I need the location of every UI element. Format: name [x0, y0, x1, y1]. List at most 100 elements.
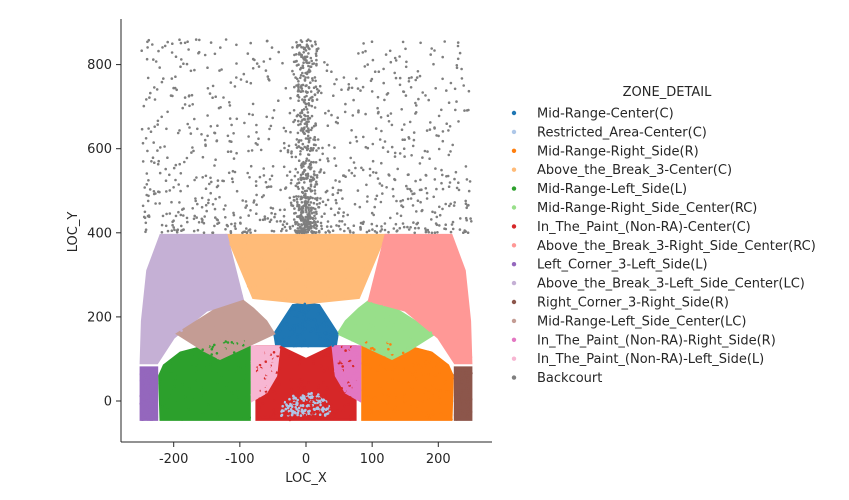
data-point — [142, 321, 145, 324]
data-point — [148, 303, 151, 307]
data-point — [163, 145, 166, 148]
data-point — [314, 207, 317, 211]
data-point — [211, 84, 215, 88]
data-point — [315, 58, 318, 62]
data-point — [445, 122, 449, 125]
data-point — [284, 245, 288, 248]
data-point — [421, 337, 425, 340]
data-point — [351, 114, 355, 117]
data-point — [398, 83, 402, 87]
data-point — [349, 400, 353, 404]
data-point — [419, 178, 422, 182]
data-point — [242, 320, 246, 323]
data-point — [297, 409, 300, 413]
x-axis-ticks: -200 -100 0 100 200 — [159, 442, 451, 467]
data-point — [379, 116, 383, 119]
data-point — [468, 374, 471, 377]
data-point — [154, 385, 157, 388]
data-point — [195, 216, 198, 219]
data-point — [390, 145, 394, 149]
data-point — [359, 89, 362, 92]
data-point — [386, 249, 390, 252]
data-point — [224, 369, 227, 373]
data-point — [211, 278, 215, 282]
data-point — [262, 236, 266, 239]
data-point — [408, 371, 412, 374]
data-point — [282, 165, 286, 169]
data-point — [314, 223, 318, 226]
data-point — [365, 254, 369, 258]
data-point — [159, 378, 162, 381]
data-point — [384, 310, 388, 313]
data-point — [266, 323, 270, 327]
data-point — [241, 199, 244, 202]
data-point — [263, 363, 267, 367]
data-point — [432, 195, 436, 199]
data-point — [387, 304, 390, 308]
data-point — [153, 402, 157, 406]
data-point — [294, 222, 297, 226]
data-point — [183, 103, 187, 106]
data-point — [254, 184, 258, 187]
data-point — [354, 363, 357, 367]
data-point — [229, 243, 232, 246]
data-point — [353, 371, 356, 375]
data-point — [398, 322, 401, 326]
data-point — [291, 412, 294, 416]
data-point — [445, 89, 448, 92]
data-point — [211, 250, 214, 254]
data-point — [197, 221, 201, 224]
data-point — [150, 396, 154, 400]
data-point — [358, 352, 361, 356]
data-point — [379, 288, 382, 292]
data-point — [141, 141, 145, 145]
data-point — [356, 332, 360, 335]
data-point — [255, 203, 258, 206]
data-point — [230, 123, 233, 127]
data-point — [139, 372, 143, 376]
data-point — [247, 149, 250, 153]
data-point — [456, 371, 459, 374]
data-point — [222, 208, 226, 211]
data-point — [462, 84, 466, 87]
data-point — [325, 225, 329, 228]
data-point — [465, 387, 468, 390]
data-point — [458, 415, 461, 419]
data-point — [255, 131, 258, 134]
data-point — [207, 201, 210, 205]
data-point — [354, 355, 358, 359]
legend: ZONE_DETAIL Mid-Range-Center(C)Restricte… — [511, 85, 816, 386]
data-point — [335, 345, 338, 349]
data-point — [223, 347, 226, 351]
data-point — [173, 228, 176, 232]
data-point — [417, 396, 421, 400]
data-point — [357, 337, 360, 341]
data-point — [218, 315, 221, 318]
data-point — [346, 294, 349, 298]
data-point — [375, 194, 379, 198]
data-point — [234, 332, 237, 336]
data-point — [209, 333, 212, 336]
data-point — [380, 129, 383, 133]
data-point — [441, 55, 445, 59]
data-point — [433, 317, 437, 321]
data-point — [409, 337, 412, 341]
data-point — [150, 389, 154, 392]
data-point — [258, 416, 262, 420]
data-point — [144, 230, 147, 234]
data-point — [435, 364, 439, 368]
data-point — [301, 343, 304, 347]
data-point — [242, 329, 245, 333]
data-point — [317, 234, 320, 238]
data-point — [240, 337, 243, 340]
data-point — [457, 120, 460, 123]
data-point — [337, 188, 340, 192]
data-point — [314, 52, 318, 55]
data-point — [434, 87, 438, 90]
data-point — [235, 371, 238, 375]
data-point — [142, 394, 146, 398]
data-point — [179, 41, 183, 45]
data-point — [273, 385, 276, 389]
data-point — [273, 215, 276, 219]
